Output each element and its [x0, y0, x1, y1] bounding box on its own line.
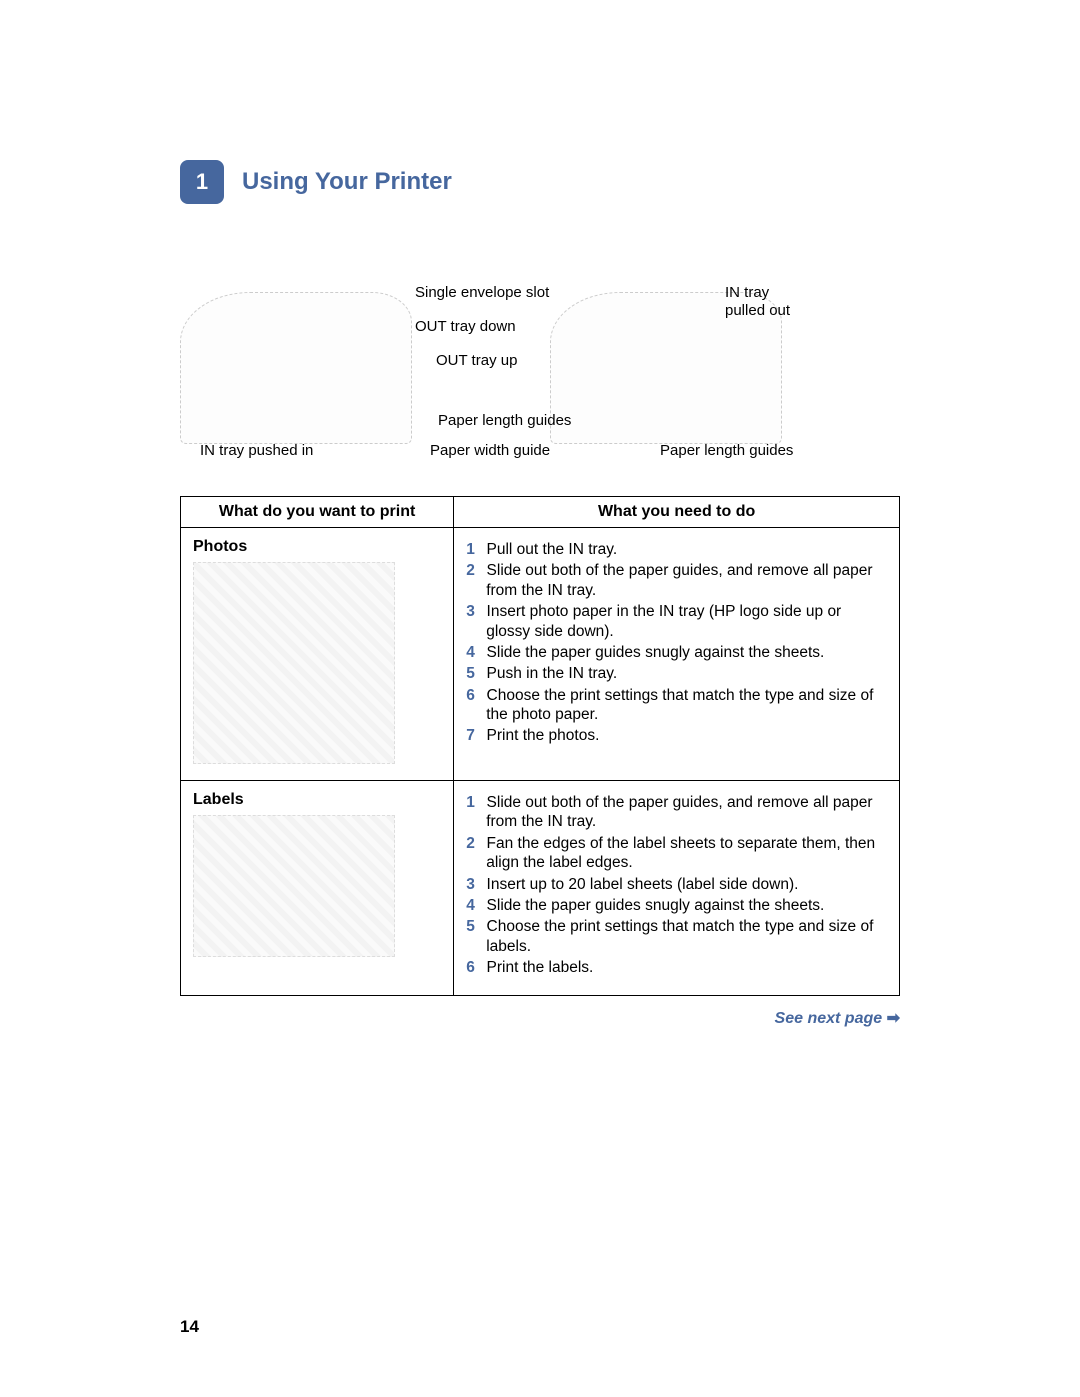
step-text: Slide out both of the paper guides, and …: [486, 794, 872, 830]
step-text: Push in the IN tray.: [487, 665, 618, 682]
step-text: Insert up to 20 label sheets (label side…: [487, 876, 799, 893]
illustration-photos: [193, 562, 395, 764]
see-next-page-link[interactable]: See next page ➡: [180, 1008, 900, 1028]
cell-photos-steps: 1 Pull out the IN tray. 2 Slide out both…: [454, 528, 900, 781]
callout-in-tray-l1: IN tray: [725, 284, 769, 301]
row-label-photos: Photos: [193, 538, 441, 556]
chapter-header: 1 Using Your Printer: [180, 160, 900, 204]
step-text: Slide the paper guides snugly against th…: [487, 644, 825, 661]
chapter-number-badge: 1: [180, 160, 224, 204]
step-text: Pull out the IN tray.: [487, 541, 618, 558]
callout-paper-length-guides: Paper length guides: [438, 412, 571, 429]
step-text: Fan the edges of the label sheets to sep…: [486, 835, 875, 871]
step-text: Print the labels.: [487, 959, 594, 976]
illustration-labels: [193, 815, 395, 957]
arrow-right-icon: ➡: [887, 1010, 900, 1027]
callout-in-tray-pushed-in: IN tray pushed in: [200, 442, 313, 459]
see-next-text: See next page: [775, 1010, 883, 1027]
row-label-labels: Labels: [193, 791, 441, 809]
table-header-col2: What you need to do: [454, 497, 900, 528]
callout-out-tray-down: OUT tray down: [415, 318, 516, 335]
step-text: Choose the print settings that match the…: [486, 918, 873, 954]
print-instructions-table: What do you want to print What you need …: [180, 496, 900, 996]
page-number: 14: [180, 1317, 199, 1337]
cell-labels-left: Labels: [181, 781, 454, 996]
callout-paper-length-guides-right: Paper length guides: [660, 442, 793, 459]
printer-diagram-left: [180, 292, 412, 444]
step-text: Slide the paper guides snugly against th…: [487, 897, 825, 914]
callout-in-tray-l2: pulled out: [725, 302, 790, 319]
table-header-col1: What do you want to print: [181, 497, 454, 528]
cell-photos-left: Photos: [181, 528, 454, 781]
table-row: Photos 1 Pull out the IN tray. 2 Slide o…: [181, 528, 900, 781]
step-text: Slide out both of the paper guides, and …: [486, 562, 872, 598]
steps-labels: 1 Slide out both of the paper guides, an…: [466, 793, 887, 977]
step-text: Print the photos.: [487, 727, 600, 744]
callout-single-envelope-slot: Single envelope slot: [415, 284, 549, 301]
callout-out-tray-up: OUT tray up: [436, 352, 517, 369]
step-text: Insert photo paper in the IN tray (HP lo…: [486, 603, 841, 639]
printer-diagram-area: Single envelope slot OUT tray down OUT t…: [180, 284, 900, 484]
callout-paper-width-guide: Paper width guide: [430, 442, 550, 459]
chapter-title: Using Your Printer: [242, 168, 452, 196]
manual-page: 1 Using Your Printer Single envelope slo…: [0, 0, 1080, 1397]
cell-labels-steps: 1 Slide out both of the paper guides, an…: [454, 781, 900, 996]
steps-photos: 1 Pull out the IN tray. 2 Slide out both…: [466, 540, 887, 746]
table-row: Labels 1 Slide out both of the paper gui…: [181, 781, 900, 996]
step-text: Choose the print settings that match the…: [486, 687, 873, 723]
